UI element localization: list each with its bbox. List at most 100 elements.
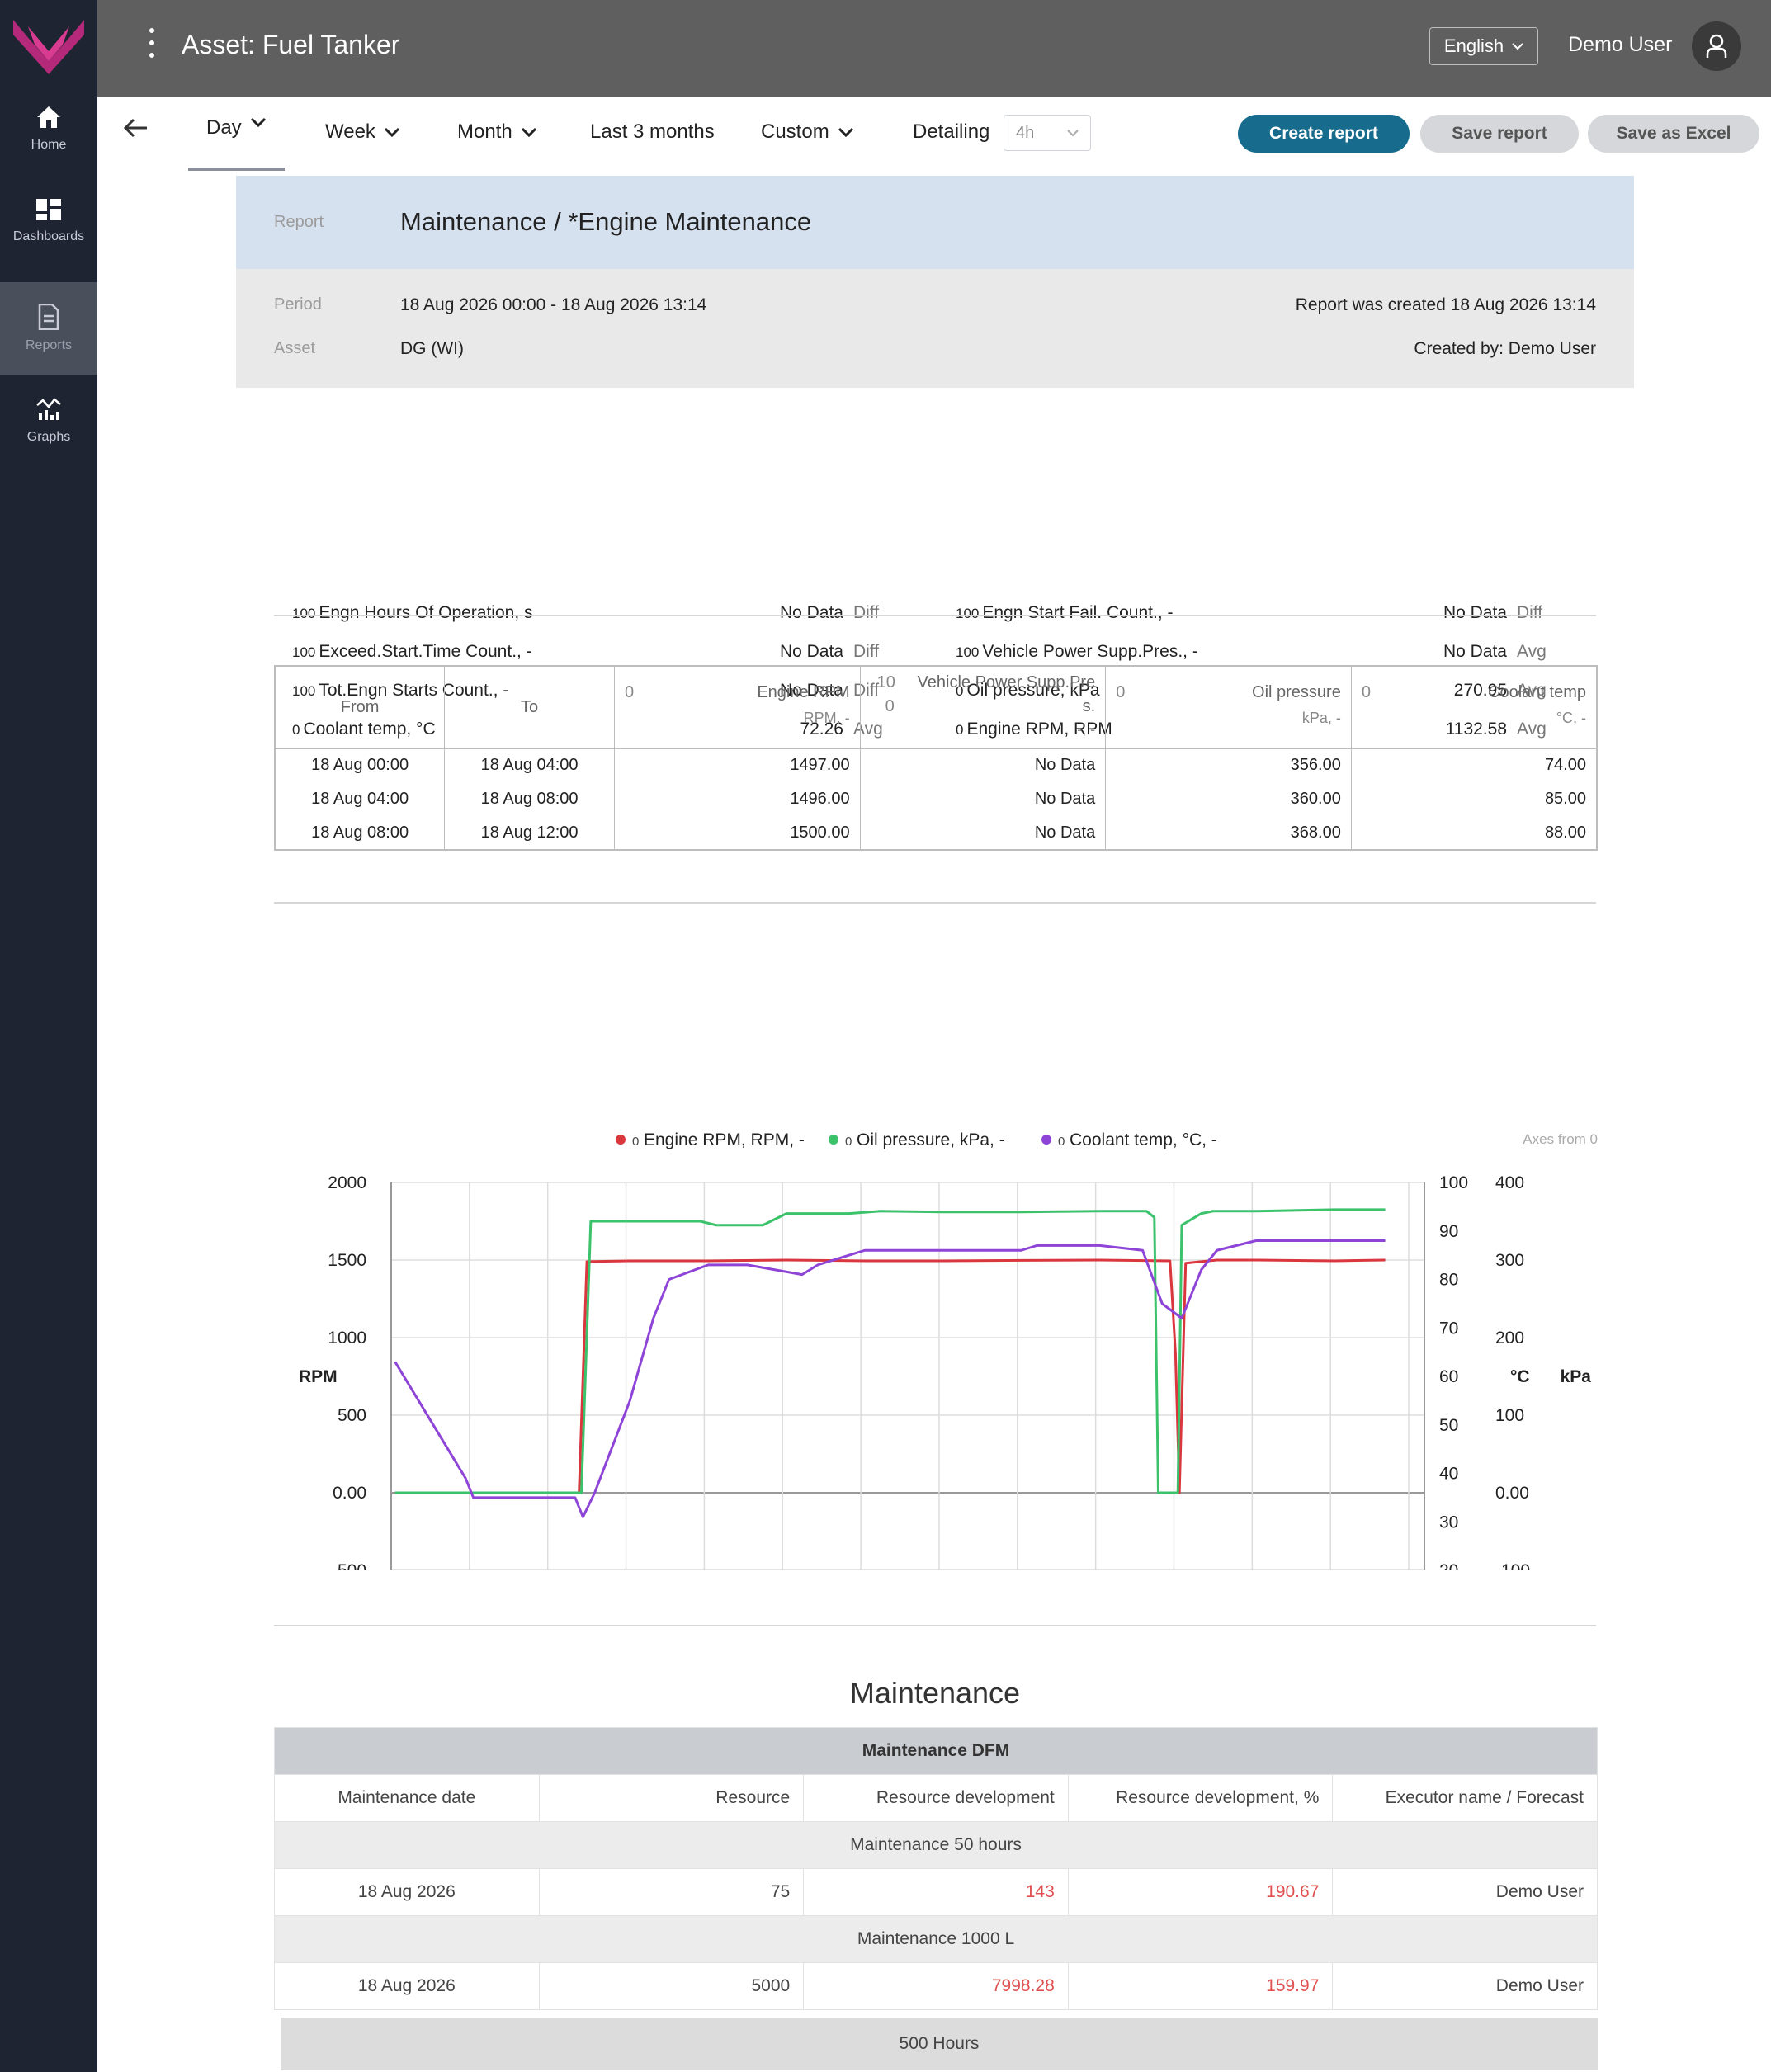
detailing-value: 4h bbox=[1016, 123, 1035, 142]
table-row: 18 Aug 08:00 18 Aug 12:00 1500.00 No Dat… bbox=[275, 816, 1597, 850]
y-tick-rpm: 0.00 bbox=[333, 1484, 366, 1503]
col-sub: 0 bbox=[1116, 683, 1126, 701]
divider bbox=[274, 902, 1596, 904]
col-from[interactable]: From bbox=[275, 666, 446, 749]
col-engine-rpm[interactable]: 0 Engine RPM RPM, - bbox=[614, 666, 861, 749]
col-coolant-temp[interactable]: 0 Coolant temp °C, - bbox=[1351, 666, 1597, 749]
top-bar: Asset: Fuel Tanker English Demo User bbox=[97, 0, 1771, 97]
y-axis-label-kpa: kPa bbox=[1561, 1367, 1592, 1386]
y-tick-rpm: 1000 bbox=[328, 1329, 366, 1348]
y-tick-kpa: 0.00 bbox=[1495, 1484, 1529, 1503]
tab-label: Day bbox=[206, 116, 242, 139]
sidebar-item-label: Graphs bbox=[26, 430, 71, 444]
sub-index: 100 bbox=[956, 606, 980, 621]
col-vehicle-power[interactable]: 10 0 Vehicle Power Supp.Pre s. -, - bbox=[860, 666, 1107, 749]
sidebar-item-label: Reports bbox=[25, 338, 73, 352]
sub-index: 100 bbox=[956, 644, 980, 660]
summary-name: Engn Hours Of Operation, s bbox=[319, 603, 533, 622]
period-value: 18 Aug 2026 00:00 - 18 Aug 2026 13:14 bbox=[400, 295, 707, 314]
col-unit: kPa, - bbox=[1301, 710, 1341, 726]
detailing-select[interactable]: 4h bbox=[1004, 115, 1091, 151]
cell-to: 18 Aug 08:00 bbox=[444, 782, 615, 816]
report-header: Report Maintenance / *Engine Maintenance bbox=[236, 176, 1634, 269]
y-axis-label-rpm: RPM bbox=[299, 1367, 338, 1386]
maintenance-section-next: 500 Hours bbox=[281, 2018, 1598, 2070]
created-by: Created by: Demo User bbox=[1414, 339, 1596, 358]
tab-custom[interactable]: Custom bbox=[761, 116, 854, 148]
summary-value: No Data bbox=[1443, 603, 1507, 622]
sidebar-item-reports[interactable]: Reports bbox=[0, 282, 97, 375]
report-panel: Report Maintenance / *Engine Maintenance… bbox=[236, 176, 1634, 2070]
y-tick-rpm: 1500 bbox=[328, 1251, 366, 1270]
dashboard-icon bbox=[36, 199, 61, 220]
cell-to: 18 Aug 12:00 bbox=[444, 816, 615, 850]
divider bbox=[274, 615, 1596, 616]
language-value: English bbox=[1443, 35, 1504, 56]
y-axis-label-celsius: °C bbox=[1510, 1367, 1530, 1386]
report-meta: Period 18 Aug 2026 00:00 - 18 Aug 2026 1… bbox=[236, 269, 1634, 388]
col-resource: Resource bbox=[538, 1774, 805, 1822]
table-row: 18 Aug 04:00 18 Aug 08:00 1496.00 No Dat… bbox=[275, 782, 1597, 816]
col-oil-pressure[interactable]: 0 Oil pressure kPa, - bbox=[1105, 666, 1352, 749]
user-name[interactable]: Demo User bbox=[1568, 33, 1673, 56]
tab-day[interactable]: Day bbox=[188, 116, 285, 171]
col-resource-development-pct: Resource development, % bbox=[1067, 1774, 1334, 1822]
tab-week[interactable]: Week bbox=[325, 116, 400, 148]
data-table: From To 0 Engine RPM RPM, - 10 0 Vehicle… bbox=[274, 665, 1598, 851]
report-title: Maintenance / *Engine Maintenance bbox=[400, 207, 812, 236]
col-to[interactable]: To bbox=[444, 666, 615, 749]
chevron-down-icon bbox=[1067, 130, 1079, 137]
back-arrow-icon[interactable] bbox=[124, 118, 149, 138]
y-tick-celsius: 70 bbox=[1439, 1319, 1458, 1338]
chevron-down-icon bbox=[384, 127, 399, 138]
legend-marker bbox=[616, 1135, 626, 1145]
page-title: Asset: Fuel Tanker bbox=[182, 30, 400, 59]
cell-from: 18 Aug 00:00 bbox=[275, 748, 446, 782]
chart-container: 0 Engine RPM, RPM, - 0 Oil pressure, kPa, -… bbox=[274, 943, 1598, 1746]
y-tick-kpa: -100 bbox=[1495, 1561, 1530, 1570]
summary-item: 100 Vehicle Power Supp.Pres., - bbox=[956, 642, 1198, 662]
line-chart[interactable]: 0 Engine RPM, RPM, - 0 Oil pressure, kPa, -… bbox=[274, 943, 1598, 1746]
cell-to: 18 Aug 04:00 bbox=[444, 748, 615, 782]
sidebar-item-graphs[interactable]: Graphs bbox=[0, 375, 97, 467]
maintenance-header-row: Maintenance date Resource Resource devel… bbox=[274, 1774, 1598, 1822]
tab-month[interactable]: Month bbox=[457, 116, 537, 148]
table-header-row: From To 0 Engine RPM RPM, - 10 0 Vehicle… bbox=[275, 666, 1597, 749]
y-tick-kpa: 400 bbox=[1495, 1173, 1524, 1192]
col-executor: Executor name / Forecast bbox=[1332, 1774, 1598, 1822]
create-report-button[interactable]: Create report bbox=[1238, 115, 1410, 153]
col-unit: RPM, - bbox=[803, 710, 850, 726]
language-select[interactable]: English bbox=[1429, 27, 1538, 65]
legend-marker bbox=[829, 1135, 838, 1145]
cell-development: 143 bbox=[803, 1868, 1069, 1916]
cell-executor: Demo User bbox=[1332, 1962, 1598, 2010]
legend-sub: 0 bbox=[632, 1135, 639, 1149]
chevron-down-icon bbox=[521, 127, 536, 138]
cell-date: 18 Aug 2026 bbox=[274, 1868, 540, 1916]
cell-from: 18 Aug 04:00 bbox=[275, 782, 446, 816]
brand-logo bbox=[13, 20, 84, 74]
save-as-excel-button[interactable]: Save as Excel bbox=[1588, 115, 1759, 153]
y-tick-rpm: 500 bbox=[338, 1406, 366, 1425]
cell-from: 18 Aug 08:00 bbox=[275, 816, 446, 850]
cell-rpm: 1496.00 bbox=[614, 782, 861, 816]
cell-executor: Demo User bbox=[1332, 1868, 1598, 1916]
sidebar-item-home[interactable]: Home bbox=[0, 83, 97, 175]
avatar[interactable] bbox=[1692, 21, 1741, 71]
sidebar-item-label: Home bbox=[31, 138, 67, 152]
chevron-down-icon bbox=[1512, 43, 1523, 50]
cell-oil: 356.00 bbox=[1105, 748, 1352, 782]
summary-value: No Data bbox=[1443, 642, 1507, 661]
user-icon bbox=[1706, 34, 1727, 58]
save-report-button[interactable]: Save report bbox=[1420, 115, 1579, 153]
legend-label: Engine RPM, RPM, - bbox=[644, 1130, 805, 1149]
tab-last-3-months[interactable]: Last 3 months bbox=[590, 116, 715, 148]
more-menu-icon[interactable] bbox=[147, 28, 157, 68]
report-label: Report bbox=[274, 213, 324, 231]
cell-coolant: 74.00 bbox=[1544, 756, 1586, 775]
legend-label: Oil pressure, kPa, - bbox=[857, 1130, 1005, 1149]
cell-oil: 360.00 bbox=[1105, 782, 1352, 816]
sidebar-item-dashboards[interactable]: Dashboards bbox=[0, 175, 97, 267]
asset-label: Asset bbox=[274, 339, 316, 357]
report-icon bbox=[38, 304, 59, 330]
